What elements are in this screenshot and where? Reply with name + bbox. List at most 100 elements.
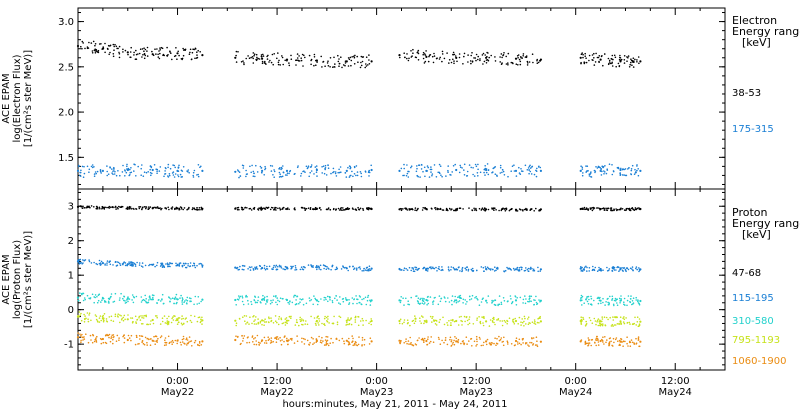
data-point [526, 64, 529, 66]
data-point [150, 166, 153, 169]
data-point [432, 315, 434, 318]
data-point [126, 51, 129, 54]
data-point [527, 167, 530, 169]
data-point [463, 315, 466, 318]
data-point [433, 55, 436, 57]
data-point [611, 267, 614, 270]
data-point [517, 323, 519, 325]
data-point [529, 170, 532, 173]
data-point [498, 335, 500, 338]
data-point [151, 168, 154, 172]
data-point [148, 299, 150, 301]
data-point [636, 321, 639, 323]
data-point [470, 166, 473, 169]
data-point [145, 206, 147, 208]
data-point [291, 266, 293, 268]
data-point [303, 343, 306, 345]
data-point [602, 336, 604, 339]
data-point [415, 266, 418, 269]
data-point [367, 294, 370, 297]
data-point [113, 173, 116, 175]
data-point [405, 268, 408, 270]
data-point [354, 54, 356, 57]
data-point [326, 320, 329, 323]
data-point [501, 341, 504, 343]
data-point [138, 262, 141, 264]
data-point [602, 269, 604, 272]
data-point [532, 269, 534, 272]
data-point [528, 322, 530, 324]
data-point [97, 49, 100, 52]
data-point [242, 60, 244, 62]
data-point [90, 339, 92, 341]
data-point [524, 317, 526, 320]
data-point [108, 336, 110, 339]
data-point [489, 269, 492, 271]
data-point [470, 62, 472, 65]
data-point [482, 266, 485, 269]
data-point [629, 267, 632, 270]
data-point [83, 172, 86, 175]
plot-frame [77, 188, 726, 371]
data-point [630, 207, 633, 210]
data-point [308, 175, 311, 178]
data-point [302, 298, 304, 300]
data-point [324, 164, 327, 167]
data-point [426, 270, 429, 272]
data-point [182, 335, 185, 338]
data-point [238, 176, 240, 179]
data-point [248, 323, 250, 325]
data-point [152, 54, 155, 57]
data-point [420, 338, 423, 341]
data-point [130, 334, 133, 337]
data-point [315, 59, 317, 62]
data-point [461, 324, 463, 326]
data-point [639, 320, 641, 323]
data-point [201, 316, 203, 319]
data-point [197, 208, 199, 211]
data-point [635, 324, 637, 326]
data-point [234, 170, 237, 173]
data-point [286, 60, 288, 62]
data-point [334, 268, 337, 271]
data-point [626, 336, 628, 339]
data-point [254, 319, 256, 321]
data-point [120, 292, 122, 295]
legend-title: [keV] [742, 228, 771, 241]
data-point [82, 299, 85, 302]
data-point [505, 208, 508, 211]
data-point [503, 336, 505, 339]
data-point [83, 297, 86, 299]
data-point [171, 343, 173, 346]
data-point [321, 322, 323, 325]
data-point [447, 165, 450, 167]
data-point [631, 300, 634, 302]
data-point [414, 209, 416, 211]
data-point [535, 207, 537, 210]
data-point [417, 302, 420, 305]
data-point [582, 316, 584, 319]
data-point [447, 171, 449, 173]
data-point [623, 55, 626, 57]
data-point [481, 54, 484, 56]
data-point [637, 56, 640, 58]
data-point [242, 208, 245, 211]
data-point [592, 268, 594, 271]
data-point [632, 57, 635, 59]
data-point [325, 316, 328, 319]
data-point [282, 171, 285, 173]
data-point [608, 341, 611, 343]
data-point [408, 208, 411, 210]
data-point [275, 264, 278, 267]
data-point [596, 207, 598, 209]
x-tick-label-date: May24 [659, 387, 692, 398]
data-point [156, 302, 158, 305]
data-point [432, 300, 435, 302]
data-point [88, 259, 90, 261]
data-point [181, 338, 184, 341]
data-point [581, 319, 583, 322]
data-point [167, 321, 170, 324]
data-point [485, 268, 488, 271]
data-point [126, 299, 128, 301]
data-point [535, 295, 537, 298]
